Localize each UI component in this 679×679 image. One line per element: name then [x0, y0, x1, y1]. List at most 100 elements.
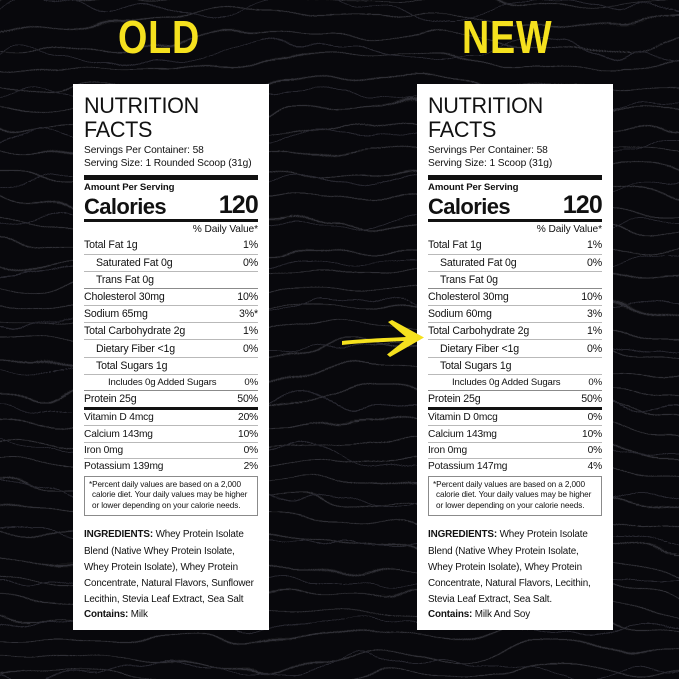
nutrient-list: Total Fat 1g 1% Saturated Fat 0g 0% Trans Fa…	[428, 237, 602, 407]
nutrient-name: Cholesterol 30mg	[84, 291, 165, 303]
row-divider	[84, 322, 258, 324]
ingredients-block: INGREDIENTS: Whey Protein Isolate Blend …	[84, 527, 258, 607]
calories-value: 120	[218, 191, 259, 220]
nutrient-daily-value: 0%	[586, 342, 602, 355]
nutrient-row: Total Carbohydrate 2g 1%	[84, 323, 258, 339]
vitamin-daily-value: 2%	[243, 460, 259, 472]
calories-label: Calories	[428, 194, 511, 220]
row-divider	[428, 425, 602, 427]
nutrient-name: Dietary Fiber <1g	[440, 342, 519, 355]
serving-size: Serving Size: 1 Rounded Scoop (31g)	[84, 158, 252, 170]
nutrient-name: Sodium 65mg	[84, 308, 148, 321]
nutrient-row: Total Fat 1g 1%	[84, 237, 258, 253]
nutrient-daily-value: 0%	[588, 376, 602, 388]
vitamin-row: Vitamin D 4mcg 20%	[84, 410, 258, 425]
nutrient-name: Total Fat 1g	[428, 239, 482, 252]
nutrient-daily-value: 50%	[581, 393, 602, 406]
nutrient-row: Total Fat 1g 1%	[428, 237, 602, 253]
nutrient-name: Saturated Fat 0g	[440, 256, 517, 269]
row-divider	[428, 287, 602, 289]
footnote: *Percent daily values are based on a 2,0…	[84, 475, 258, 517]
row-divider	[84, 373, 258, 375]
vitamin-row: Potassium 147mg 4%	[428, 459, 602, 474]
vitamin-daily-value: 4%	[587, 460, 603, 472]
nutrient-name: Total Sugars 1g	[96, 359, 168, 372]
daily-value-header: % Daily Value*	[192, 224, 258, 236]
row-divider	[428, 305, 602, 307]
nutrient-daily-value: 50%	[237, 393, 258, 406]
nutrient-row: Sodium 60mg 3%	[428, 306, 602, 322]
nutrient-daily-value: 0%	[242, 342, 258, 355]
nutrient-row: Total Sugars 1g	[428, 358, 602, 374]
serving-size: Serving Size: 1 Scoop (31g)	[428, 158, 553, 170]
contains-label: Contains:	[84, 608, 129, 620]
vitamin-daily-value: 10%	[238, 428, 258, 440]
nutrient-name: Trans Fat 0g	[96, 273, 154, 286]
nutrient-name: Protein 25g	[428, 393, 481, 406]
nutrient-row: Total Carbohydrate 2g 1%	[428, 323, 602, 339]
servings-per-container: Servings Per Container: 58	[428, 145, 548, 157]
nutrient-daily-value: 3%*	[239, 308, 258, 321]
nutrient-daily-value: 1%	[586, 239, 602, 252]
nutrient-daily-value: 0%	[586, 256, 602, 269]
vitamin-row: Iron 0mg 0%	[428, 443, 602, 458]
row-divider	[428, 253, 602, 255]
nutrient-daily-value: 10%	[237, 291, 258, 303]
right-arrow-icon	[340, 312, 430, 364]
vitamin-name: Potassium 147mg	[428, 460, 508, 472]
vitamin-daily-value: 0%	[243, 444, 259, 456]
calories-row: Calories 120	[84, 191, 259, 220]
nutrient-row: Includes 0g Added Sugars 0%	[428, 375, 602, 390]
nutrient-name: Saturated Fat 0g	[96, 256, 173, 269]
divider-med-calories	[428, 219, 602, 223]
nutrient-row: Protein 25g 50%	[428, 391, 602, 407]
row-divider	[84, 356, 258, 358]
nutrient-name: Sodium 60mg	[428, 308, 492, 321]
vitamin-row: Calcium 143mg 10%	[84, 426, 258, 441]
nutrient-row: Trans Fat 0g	[428, 272, 602, 288]
divider-thick-top	[84, 175, 258, 181]
row-divider	[84, 253, 258, 255]
row-divider	[428, 390, 602, 392]
vitamin-daily-value: 0%	[587, 412, 603, 424]
nutrient-name: Total Fat 1g	[84, 239, 138, 252]
row-divider	[428, 457, 602, 459]
nutrient-daily-value: 0%	[242, 256, 258, 269]
vitamin-daily-value: 20%	[238, 412, 258, 424]
row-divider	[428, 339, 602, 341]
vitamin-list: Vitamin D 4mcg 20% Calcium 143mg 10% Iron 0m…	[84, 410, 258, 474]
nutrition-panel-old: NUTRITION FACTS Servings Per Container: …	[73, 84, 269, 630]
vitamin-row: Vitamin D 0mcg 0%	[428, 410, 602, 425]
row-divider	[84, 270, 258, 272]
servings-per-container: Servings Per Container: 58	[84, 145, 204, 157]
nutrient-row: Trans Fat 0g	[84, 272, 258, 288]
calories-label: Calories	[84, 194, 167, 220]
nutrient-row: Sodium 65mg 3%*	[84, 306, 258, 322]
nutrient-name: Cholesterol 30mg	[428, 291, 509, 303]
vitamin-row: Potassium 139mg 2%	[84, 459, 258, 474]
amount-per-serving-label: Amount Per Serving	[428, 182, 519, 194]
row-divider	[84, 457, 258, 459]
contains-text: Milk And Soy	[474, 608, 531, 620]
ingredients-block: INGREDIENTS: Whey Protein Isolate Blend …	[428, 527, 602, 607]
heading-old: OLD	[118, 11, 201, 63]
ingredients-label: INGREDIENTS:	[428, 529, 497, 541]
contains-text: Milk	[130, 608, 148, 620]
calories-row: Calories 120	[428, 193, 603, 220]
vitamin-daily-value: 10%	[582, 428, 602, 440]
contains-block: Contains: Milk And Soy	[428, 609, 602, 620]
nutrient-name: Includes 0g Added Sugars	[452, 376, 561, 388]
nutrient-daily-value: 10%	[581, 291, 602, 303]
vitamin-name: Vitamin D 4mcg	[84, 412, 154, 424]
row-divider	[428, 322, 602, 324]
nutrient-daily-value: 1%	[586, 325, 602, 338]
nutrient-daily-value: 1%	[242, 239, 258, 252]
nutrient-name: Protein 25g	[84, 393, 137, 406]
nutrient-row: Cholesterol 30mg 10%	[428, 289, 602, 305]
ingredients-text: Whey Protein Isolate Blend (Native Whey …	[84, 529, 254, 605]
ingredients-text: Whey Protein Isolate Blend (Native Whey …	[428, 529, 591, 605]
nutrient-row: Cholesterol 30mg 10%	[84, 289, 258, 305]
nutrient-name: Total Carbohydrate 2g	[84, 325, 186, 338]
row-divider	[428, 373, 602, 375]
panel-title: NUTRITION FACTS	[428, 93, 544, 142]
